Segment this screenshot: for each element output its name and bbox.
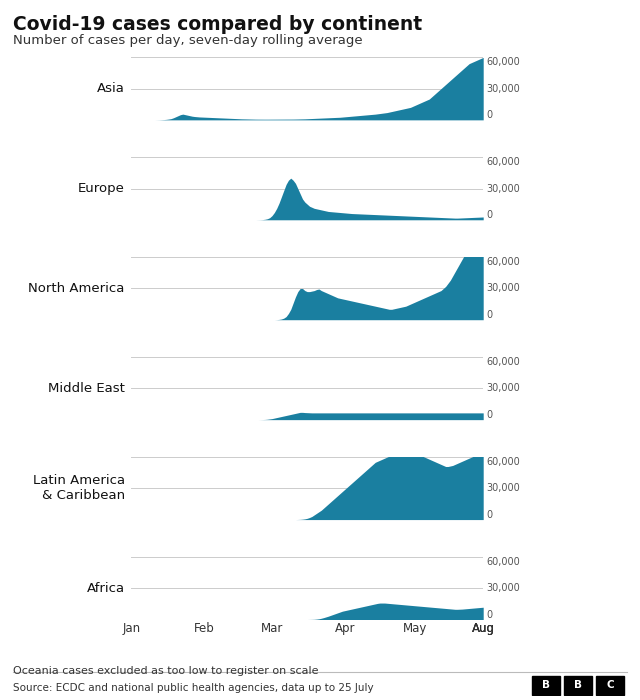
Text: 60,000: 60,000: [486, 557, 520, 567]
Text: Covid-19 cases compared by continent: Covid-19 cases compared by continent: [13, 15, 422, 34]
Bar: [564, 676, 593, 694]
Bar: [596, 676, 625, 694]
Text: Middle East: Middle East: [48, 382, 125, 395]
Text: 60,000: 60,000: [486, 158, 520, 167]
Text: 0: 0: [486, 309, 493, 320]
Text: 60,000: 60,000: [486, 457, 520, 467]
Text: 0: 0: [486, 510, 493, 519]
Text: 0: 0: [486, 210, 493, 220]
Text: C: C: [607, 680, 614, 690]
Text: 60,000: 60,000: [486, 57, 520, 67]
Text: 30,000: 30,000: [486, 83, 520, 94]
Bar: [532, 676, 561, 694]
Text: 0: 0: [486, 110, 493, 120]
Text: 0: 0: [486, 410, 493, 419]
Text: 60,000: 60,000: [486, 258, 520, 267]
Text: B: B: [574, 680, 582, 690]
Text: 30,000: 30,000: [486, 384, 520, 393]
Text: 30,000: 30,000: [486, 183, 520, 194]
Text: 30,000: 30,000: [486, 284, 520, 293]
Text: 30,000: 30,000: [486, 483, 520, 493]
Text: Africa: Africa: [86, 582, 125, 595]
Text: North America: North America: [28, 282, 125, 295]
Text: Europe: Europe: [78, 182, 125, 195]
Text: Latin America
& Caribbean: Latin America & Caribbean: [33, 475, 125, 503]
Text: Asia: Asia: [97, 82, 125, 95]
Text: 30,000: 30,000: [486, 583, 520, 594]
Text: 60,000: 60,000: [486, 357, 520, 368]
Text: 0: 0: [486, 610, 493, 620]
Text: B: B: [542, 680, 550, 690]
Text: Source: ECDC and national public health agencies, data up to 25 July: Source: ECDC and national public health …: [13, 683, 373, 693]
Text: Oceania cases excluded as too low to register on scale: Oceania cases excluded as too low to reg…: [13, 666, 318, 676]
Text: Number of cases per day, seven-day rolling average: Number of cases per day, seven-day rolli…: [13, 34, 362, 47]
